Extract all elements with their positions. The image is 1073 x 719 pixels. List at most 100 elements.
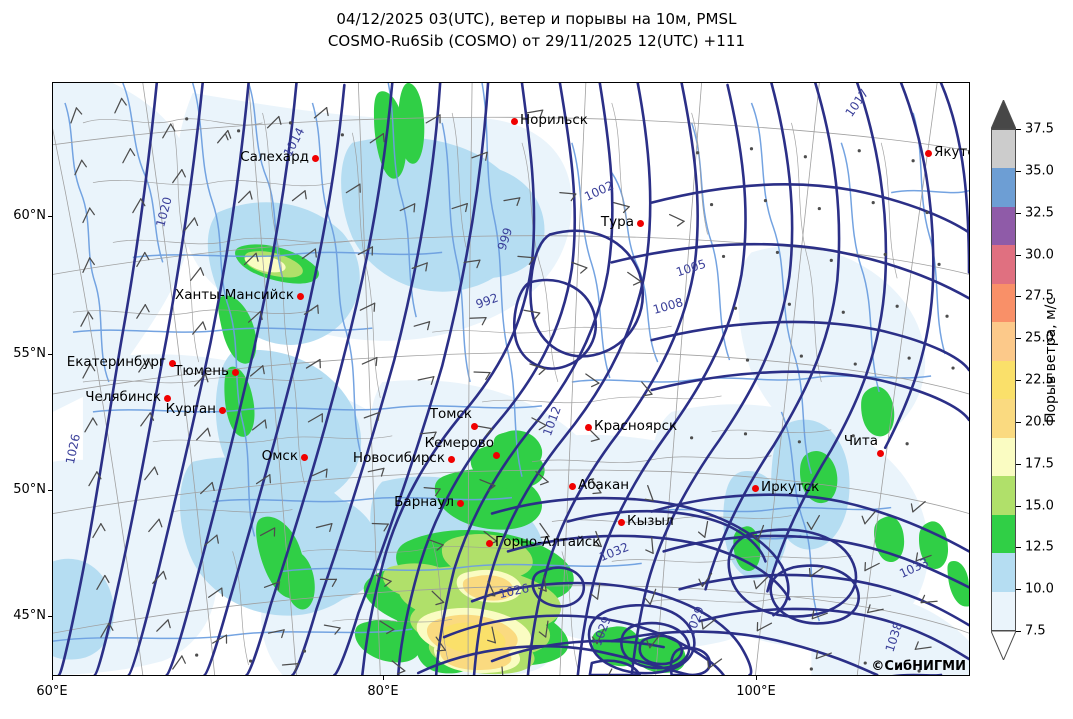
colorbar-tick-label: 22.5 [1025, 372, 1054, 388]
map-graphics [53, 83, 969, 675]
colorbar-title: Порыв ветра, м/с [1043, 296, 1059, 424]
x-axis-tick-label: 80°E [367, 684, 399, 699]
y-axis-tick-label: 55°N [13, 346, 46, 361]
colorbar-tick-label: 17.5 [1025, 456, 1054, 472]
y-axis-tick-label: 60°N [13, 208, 46, 223]
city-label: Абакан [578, 477, 630, 493]
colorbar-segment [992, 168, 1015, 207]
colorbar-segment [992, 206, 1015, 246]
colorbar-tick-label: 37.5 [1025, 121, 1054, 137]
colorbar-segment [992, 360, 1015, 400]
y-axis-tick [48, 490, 52, 491]
x-axis-tick [383, 676, 384, 680]
city-dot-icon [876, 449, 884, 457]
colorbar-tick [1016, 129, 1021, 130]
colorbar-tick [1016, 589, 1021, 591]
city-label: Якутск [934, 144, 969, 160]
city-dot-icon [568, 482, 576, 490]
colorbar-tick [1016, 380, 1021, 381]
colorbar-tick-label: 30.0 [1025, 247, 1054, 262]
colorbar-tick-label: 35.0 [1025, 163, 1054, 179]
city-label: Тура [600, 214, 634, 230]
title-line-2: COSMO-Ru6Sib (COSMO) от 29/11/2025 12(UT… [327, 32, 746, 50]
city-label: Красноярск [594, 418, 678, 434]
colorbar-segment [992, 437, 1015, 477]
colorbar-tick-label: 27.5 [1025, 288, 1054, 304]
city-label: Ханты-Мансийск [174, 287, 294, 303]
y-axis-tick-label: 45°N [13, 608, 46, 623]
city-dot-icon [510, 117, 518, 125]
chart-title-block: 04/12/2025 03(UTC), ветер и порывы на 10… [0, 8, 1073, 52]
city-dot-icon [311, 154, 319, 162]
x-axis-tick-label: 100°E [736, 684, 776, 699]
map-plot-area[interactable]: 1014 1020 1026 1002 999 992 1005 1008 1017 1012 10… [52, 82, 970, 676]
city-dot-icon [168, 359, 176, 367]
gust-fill-22_5 [440, 622, 506, 655]
station-dots [185, 117, 955, 673]
colorbar-segment [992, 399, 1015, 438]
city-label: Иркутск [761, 479, 820, 495]
city-dot-icon [485, 539, 493, 547]
colorbar-tick-label: 7.5 [1025, 623, 1046, 639]
colorbar-tick-label: 15.0 [1025, 498, 1054, 513]
colorbar[interactable]: 37.5 35.0 32.5 30.0 27.5 25.0 22.5 20.0 17.5 15.0… [991, 100, 1054, 660]
city-label: Кызыл [627, 513, 674, 529]
colorbar-tick [1016, 631, 1021, 632]
colorbar-segment [992, 322, 1015, 361]
colorbar-tick [1016, 505, 1021, 507]
city-label: Норильск [520, 112, 588, 128]
colorbar-segment [992, 591, 1015, 630]
city-label: Кемерово [424, 435, 494, 451]
title-line-1: 04/12/2025 03(UTC), ветер и порывы на 10… [336, 10, 737, 28]
colorbar-segment [992, 283, 1015, 323]
graticule [53, 83, 969, 675]
colorbar-tick [1016, 463, 1021, 465]
y-axis-tick [48, 354, 52, 355]
colorbar-body [991, 129, 1016, 631]
colorbar-segment [992, 245, 1015, 284]
city-label: Салехард [240, 149, 309, 165]
x-axis-tick [756, 676, 757, 680]
colorbar-tick-label: 20.0 [1025, 414, 1054, 430]
city-dot-icon [470, 422, 478, 430]
city-label: Томск [429, 406, 472, 422]
y-axis-tick [48, 616, 52, 617]
city-label: Челябинск [85, 389, 161, 405]
colorbar-title-wrap: Порыв ветра, м/с [1036, 0, 1066, 719]
colorbar-tick [1016, 421, 1021, 423]
city-dot-icon [218, 406, 226, 414]
city-dot-icon [924, 149, 932, 157]
city-dot-icon [636, 219, 644, 227]
city-dot-icon [163, 394, 171, 402]
city-dot-icon [296, 292, 304, 300]
wind-barbs [70, 97, 938, 675]
colorbar-tick-label: 32.5 [1025, 205, 1054, 221]
city-dot-icon [456, 499, 464, 507]
admin-borders [72, 102, 898, 670]
colorbar-tick [1016, 254, 1021, 256]
city-label: Чита [843, 433, 878, 449]
colorbar-tick [1016, 547, 1021, 549]
colorbar-segment [992, 476, 1015, 515]
city-label: Новосибирск [352, 450, 445, 466]
colorbar-over-arrow [991, 100, 1016, 129]
colorbar-segment [992, 514, 1015, 554]
x-axis-tick-label: 60°E [36, 684, 68, 699]
city-label: Екатеринбург [66, 354, 166, 370]
colorbar-tick-label: 25.0 [1025, 330, 1054, 346]
colorbar-segment [992, 553, 1015, 592]
colorbar-segment [992, 129, 1015, 169]
city-dot-icon [584, 423, 592, 431]
city-dot-icon [617, 518, 625, 526]
city-dot-icon [231, 368, 239, 376]
city-label: Тюмень [174, 363, 229, 379]
city-dot-icon [300, 453, 308, 461]
y-axis-tick [48, 216, 52, 217]
colorbar-tick [1016, 338, 1021, 340]
city-dot-icon [492, 451, 500, 459]
colorbar-tick [1016, 296, 1021, 298]
city-dot-icon [447, 455, 455, 463]
watermark-copyright: ©СибНИГМИ [871, 659, 966, 674]
colorbar-under-arrow [991, 631, 1016, 660]
colorbar-tick-label: 12.5 [1025, 539, 1054, 555]
